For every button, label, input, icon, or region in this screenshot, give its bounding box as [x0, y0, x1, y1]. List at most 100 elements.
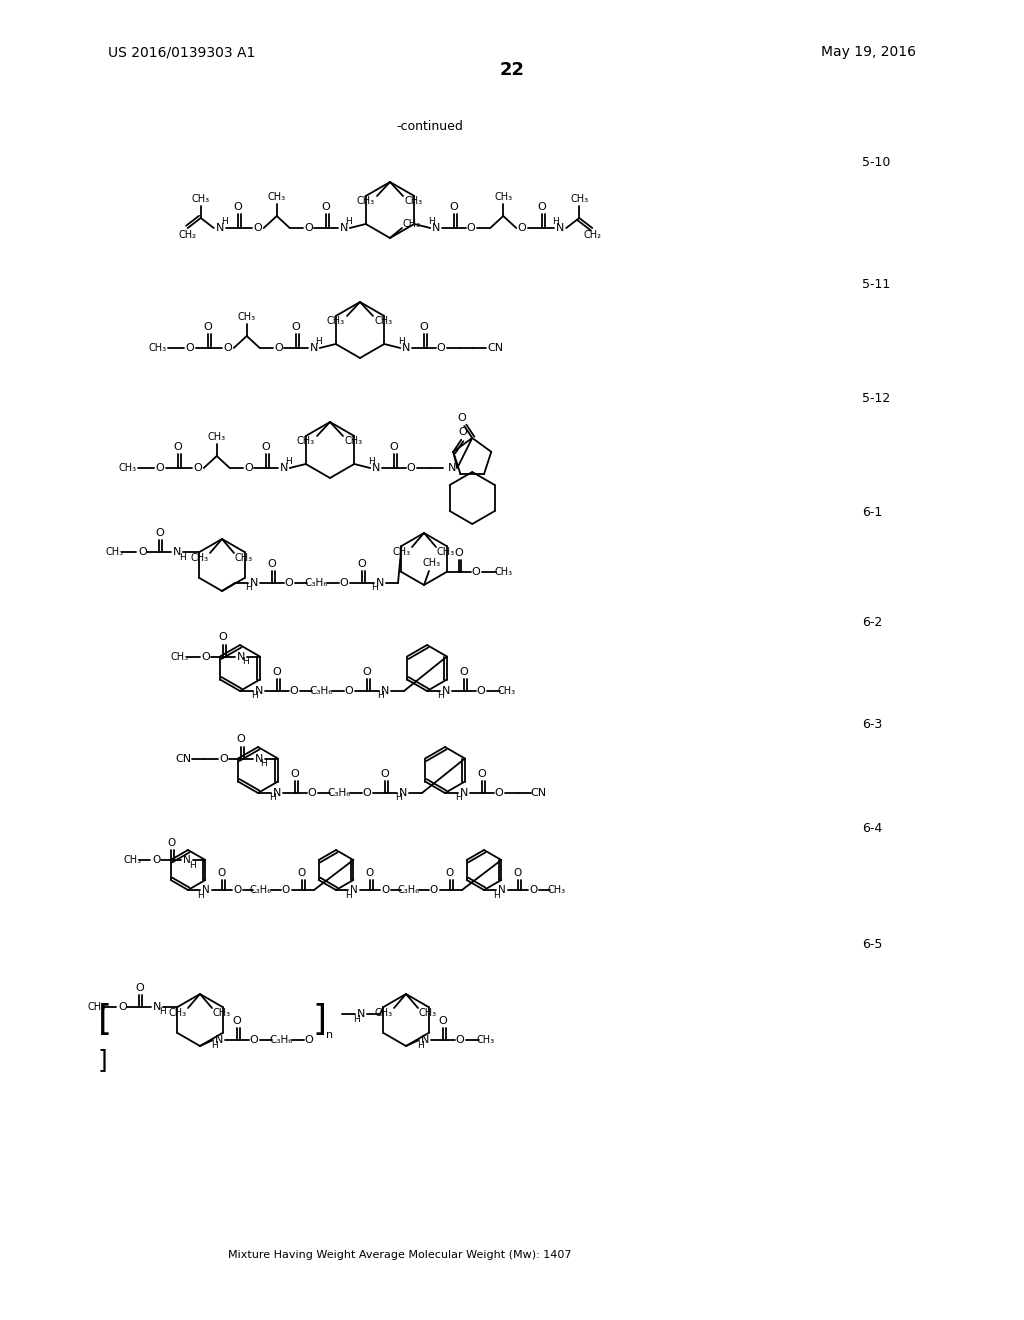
Text: O: O — [450, 202, 459, 213]
Text: H: H — [243, 657, 249, 667]
Text: O: O — [304, 1035, 313, 1045]
Text: O: O — [437, 343, 445, 352]
Text: N: N — [381, 686, 389, 696]
Text: O: O — [518, 223, 526, 234]
Text: H: H — [179, 553, 186, 561]
Text: O: O — [322, 202, 330, 213]
Text: O: O — [430, 884, 438, 895]
Text: CH₃: CH₃ — [105, 546, 124, 557]
Text: CH₃: CH₃ — [393, 546, 411, 557]
Text: CH₃: CH₃ — [191, 194, 210, 205]
Text: N: N — [183, 855, 191, 865]
Text: H: H — [211, 1040, 217, 1049]
Text: O: O — [233, 202, 242, 213]
Text: O: O — [173, 442, 182, 451]
Text: O: O — [285, 578, 293, 587]
Text: CH₃: CH₃ — [437, 546, 455, 557]
Text: H: H — [352, 1015, 359, 1023]
Text: O: O — [261, 442, 270, 451]
Text: C₃H₆: C₃H₆ — [398, 884, 420, 895]
Text: O: O — [459, 426, 468, 437]
Text: [: [ — [98, 1003, 112, 1038]
Text: O: O — [167, 838, 175, 847]
Text: 6-4: 6-4 — [862, 821, 883, 834]
Text: 6-1: 6-1 — [862, 506, 883, 519]
Text: N: N — [350, 884, 357, 895]
Text: N: N — [398, 788, 408, 799]
Text: N: N — [340, 223, 348, 234]
Text: CH₃: CH₃ — [375, 315, 393, 326]
Text: H: H — [260, 759, 267, 768]
Text: H: H — [286, 458, 292, 466]
Text: O: O — [291, 770, 299, 779]
Text: O: O — [223, 343, 232, 352]
Text: N: N — [237, 652, 245, 661]
Text: O: O — [340, 578, 348, 587]
Text: O: O — [304, 223, 313, 234]
Text: C₃H₆: C₃H₆ — [269, 1035, 293, 1045]
Text: 22: 22 — [500, 61, 524, 79]
Text: H: H — [394, 793, 401, 803]
Text: CH₃: CH₃ — [123, 855, 141, 865]
Text: N: N — [449, 463, 457, 473]
Text: CH₃: CH₃ — [423, 558, 441, 568]
Text: N: N — [556, 223, 564, 234]
Text: May 19, 2016: May 19, 2016 — [821, 45, 916, 59]
Text: O: O — [528, 884, 538, 895]
Text: O: O — [282, 884, 290, 895]
Text: O: O — [218, 869, 226, 878]
Text: O: O — [345, 686, 353, 696]
Text: O: O — [381, 884, 389, 895]
Text: O: O — [476, 686, 485, 696]
Text: CH₃: CH₃ — [297, 436, 315, 446]
Text: N: N — [460, 788, 468, 799]
Text: 5-11: 5-11 — [862, 279, 890, 292]
Text: US 2016/0139303 A1: US 2016/0139303 A1 — [108, 45, 255, 59]
Text: O: O — [307, 788, 316, 799]
Text: O: O — [250, 1035, 258, 1045]
Text: H: H — [417, 1040, 423, 1049]
Text: N: N — [216, 223, 224, 234]
Text: CN: CN — [530, 788, 546, 799]
Text: H: H — [428, 218, 434, 227]
Text: O: O — [456, 1035, 464, 1045]
Text: H: H — [437, 692, 444, 701]
Text: O: O — [420, 322, 429, 333]
Text: O: O — [272, 667, 282, 677]
Text: CN: CN — [176, 754, 191, 763]
Text: N: N — [202, 884, 210, 895]
Text: CH₃: CH₃ — [234, 553, 253, 564]
Text: O: O — [290, 686, 298, 696]
Text: CH₃: CH₃ — [570, 194, 589, 205]
Text: O: O — [138, 546, 146, 557]
Text: O: O — [362, 788, 372, 799]
Text: H: H — [345, 218, 352, 227]
Text: H: H — [368, 458, 375, 466]
Text: 6-3: 6-3 — [862, 718, 883, 731]
Text: H: H — [398, 338, 404, 346]
Text: CH₃: CH₃ — [238, 312, 256, 322]
Text: H: H — [494, 891, 501, 899]
Text: C₃H₆: C₃H₆ — [304, 578, 328, 587]
Text: N: N — [309, 343, 317, 352]
Text: O: O — [194, 463, 202, 473]
Text: O: O — [155, 528, 164, 539]
Text: O: O — [471, 568, 480, 577]
Text: O: O — [245, 463, 253, 473]
Text: H: H — [268, 793, 275, 803]
Text: O: O — [467, 223, 475, 234]
Text: CH₂: CH₂ — [584, 230, 601, 240]
Text: CN: CN — [487, 343, 504, 352]
Text: H: H — [221, 218, 228, 227]
Text: CH₃: CH₃ — [190, 553, 209, 564]
Text: O: O — [495, 788, 504, 799]
Text: O: O — [267, 558, 276, 569]
Text: CH₃: CH₃ — [327, 315, 345, 326]
Text: CH₃: CH₃ — [495, 568, 513, 577]
Text: O: O — [232, 884, 241, 895]
Text: H: H — [372, 583, 379, 593]
Text: O: O — [135, 983, 143, 993]
Text: O: O — [357, 558, 367, 569]
Text: CH₃: CH₃ — [357, 195, 375, 206]
Text: O: O — [460, 667, 468, 677]
